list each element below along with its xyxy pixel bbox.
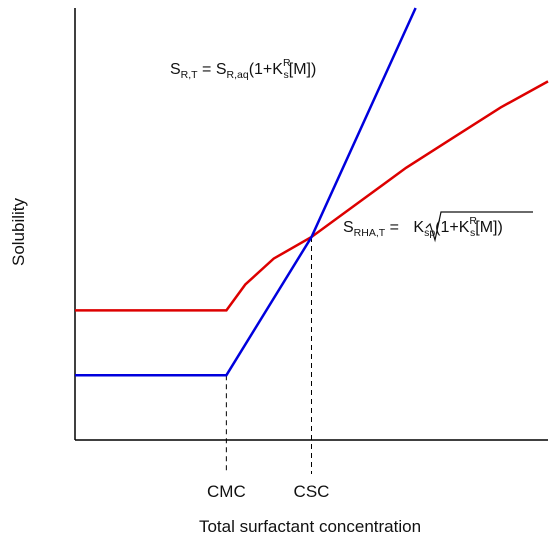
svg-text:SR,T = SR,aq(1+KRs[M]): SR,T = SR,aq(1+KR s[M]): [170, 57, 316, 81]
series-line-r: [75, 7, 417, 377]
eq2-sqrt-k: K: [413, 219, 424, 236]
y-axis-label: Solubility: [9, 197, 28, 266]
series-line-rha: [75, 80, 549, 312]
eq2-lhs: S: [343, 219, 354, 236]
eq2-k-sup: R: [469, 215, 477, 227]
eq2-k-sub: s: [470, 227, 475, 239]
eq1-rhs: S: [216, 61, 227, 78]
x-axis-label: Total surfactant concentration: [199, 517, 421, 536]
eq2-open: (1+K: [435, 219, 470, 236]
x-tick-label-csc: CSC: [294, 482, 330, 501]
equation-rha-total: SRHA,T = Ksp(1+KR s[M]): [343, 211, 533, 243]
eq2-close: [M]): [475, 219, 503, 236]
eq2-lhs-sub: RHA,T: [354, 227, 386, 239]
x-tick-label-cmc: CMC: [207, 482, 246, 501]
sqrt-sign: [425, 211, 533, 243]
eq1-rhs-sub: R,aq: [227, 69, 249, 81]
equation-r-total: SR,T = SR,aq(1+KR s[M]): [170, 57, 316, 81]
eq1-k-sub: s: [284, 69, 289, 81]
svg-text:SRHA,T = Ksp(1+KRs[M]): SRHA,T = Ksp(1+KR s[M]): [343, 215, 503, 239]
eq1-open: (1+K: [249, 61, 284, 78]
eq1-lhs-sub: R,T: [181, 69, 199, 81]
eq1-k-sup: R: [283, 57, 291, 69]
eq1-close: [M]): [289, 61, 317, 78]
eq2-sqrt-k-sub: sp: [424, 227, 435, 239]
eq1-lhs: S: [170, 61, 181, 78]
